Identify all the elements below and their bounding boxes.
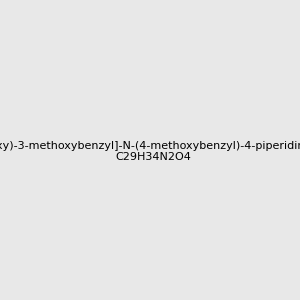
Text: 1-[4-(benzyloxy)-3-methoxybenzyl]-N-(4-methoxybenzyl)-4-piperidinecarboxamide
C2: 1-[4-(benzyloxy)-3-methoxybenzyl]-N-(4-m… — [0, 141, 300, 162]
